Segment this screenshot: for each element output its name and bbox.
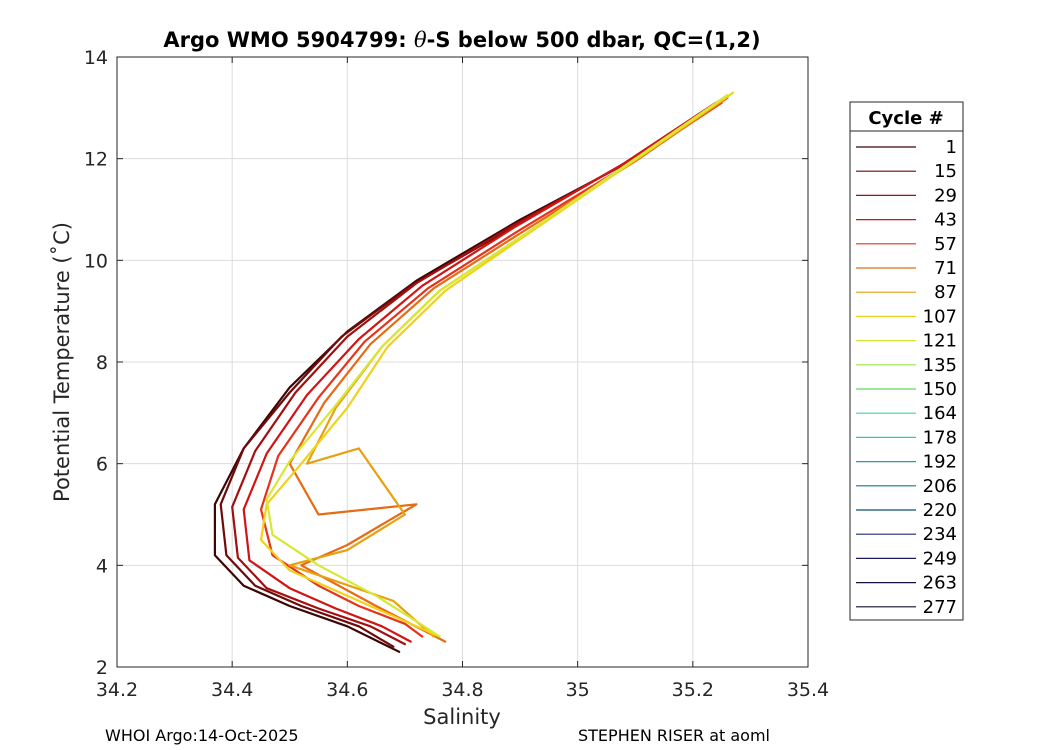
- footer-left: WHOI Argo:14-Oct-2025: [105, 726, 299, 745]
- legend: Cycle # 11529435771871071211351501641781…: [849, 101, 964, 621]
- y-tick-label: 2: [96, 657, 108, 679]
- y-tick-label: 6: [96, 454, 108, 476]
- footer-right: STEPHEN RISER at aoml: [578, 726, 770, 745]
- title-theta: θ: [414, 28, 427, 52]
- x-ticks: 34.2 34.4 34.6 34.8 35 35.2 35.4: [96, 57, 829, 701]
- legend-label-277: 277: [923, 597, 957, 618]
- legend-label-263: 263: [923, 573, 957, 594]
- x-axis-label: Salinity: [423, 705, 501, 729]
- series-line-cycle-107: [259, 91, 735, 638]
- legend-label-121: 121: [923, 331, 957, 352]
- y-tick-label: 8: [96, 352, 108, 374]
- legend-label-43: 43: [934, 210, 957, 231]
- series-layer: [213, 91, 735, 653]
- series-line-cycle-71: [288, 96, 729, 643]
- legend-label-150: 150: [923, 379, 957, 400]
- x-tick-label: 34.6: [326, 679, 368, 701]
- y-tick-label: 10: [84, 250, 108, 272]
- x-tick-label: 35: [566, 679, 590, 701]
- legend-label-71: 71: [934, 258, 957, 279]
- legend-label-57: 57: [934, 234, 957, 255]
- x-tick-label: 34.4: [211, 679, 253, 701]
- title-prefix: Argo WMO 5904799:: [163, 28, 414, 52]
- legend-label-107: 107: [923, 306, 957, 327]
- y-tick-label: 4: [96, 555, 108, 577]
- x-tick-label: 35.4: [787, 679, 829, 701]
- x-tick-label: 34.2: [96, 679, 138, 701]
- y-tick-label: 14: [84, 47, 108, 69]
- legend-label-135: 135: [923, 355, 957, 376]
- legend-label-206: 206: [923, 476, 957, 497]
- y-tick-label: 12: [84, 149, 108, 171]
- legend-label-29: 29: [934, 185, 957, 206]
- legend-label-178: 178: [923, 427, 957, 448]
- legend-label-249: 249: [923, 548, 957, 569]
- legend-label-164: 164: [923, 403, 957, 424]
- series-line-cycle-57: [259, 101, 723, 638]
- legend-label-1: 1: [946, 137, 957, 158]
- legend-label-192: 192: [923, 452, 957, 473]
- title-suffix: -S below 500 dbar, QC=(1,2): [427, 28, 761, 52]
- series-line-cycle-121: [265, 93, 729, 638]
- x-tick-label: 34.8: [441, 679, 483, 701]
- y-axis-label: Potential Temperature (˚C): [50, 222, 74, 502]
- legend-entries: 1 15 29 43 57 71 87 107 121 135 150 164 178 192 206 220…: [856, 137, 957, 618]
- series-line-cycle-43: [242, 101, 718, 643]
- legend-label-87: 87: [934, 282, 957, 303]
- legend-label-15: 15: [934, 161, 957, 182]
- x-tick-label: 35.2: [672, 679, 714, 701]
- y-ticks: 2 4 6 8 10 12 14: [84, 47, 808, 679]
- chart-title: Argo WMO 5904799: θ-S below 500 dbar, QC…: [163, 28, 760, 52]
- series-line-cycle-29: [231, 99, 723, 646]
- legend-label-234: 234: [923, 524, 957, 545]
- legend-title: Cycle #: [868, 108, 943, 129]
- legend-label-220: 220: [923, 500, 957, 521]
